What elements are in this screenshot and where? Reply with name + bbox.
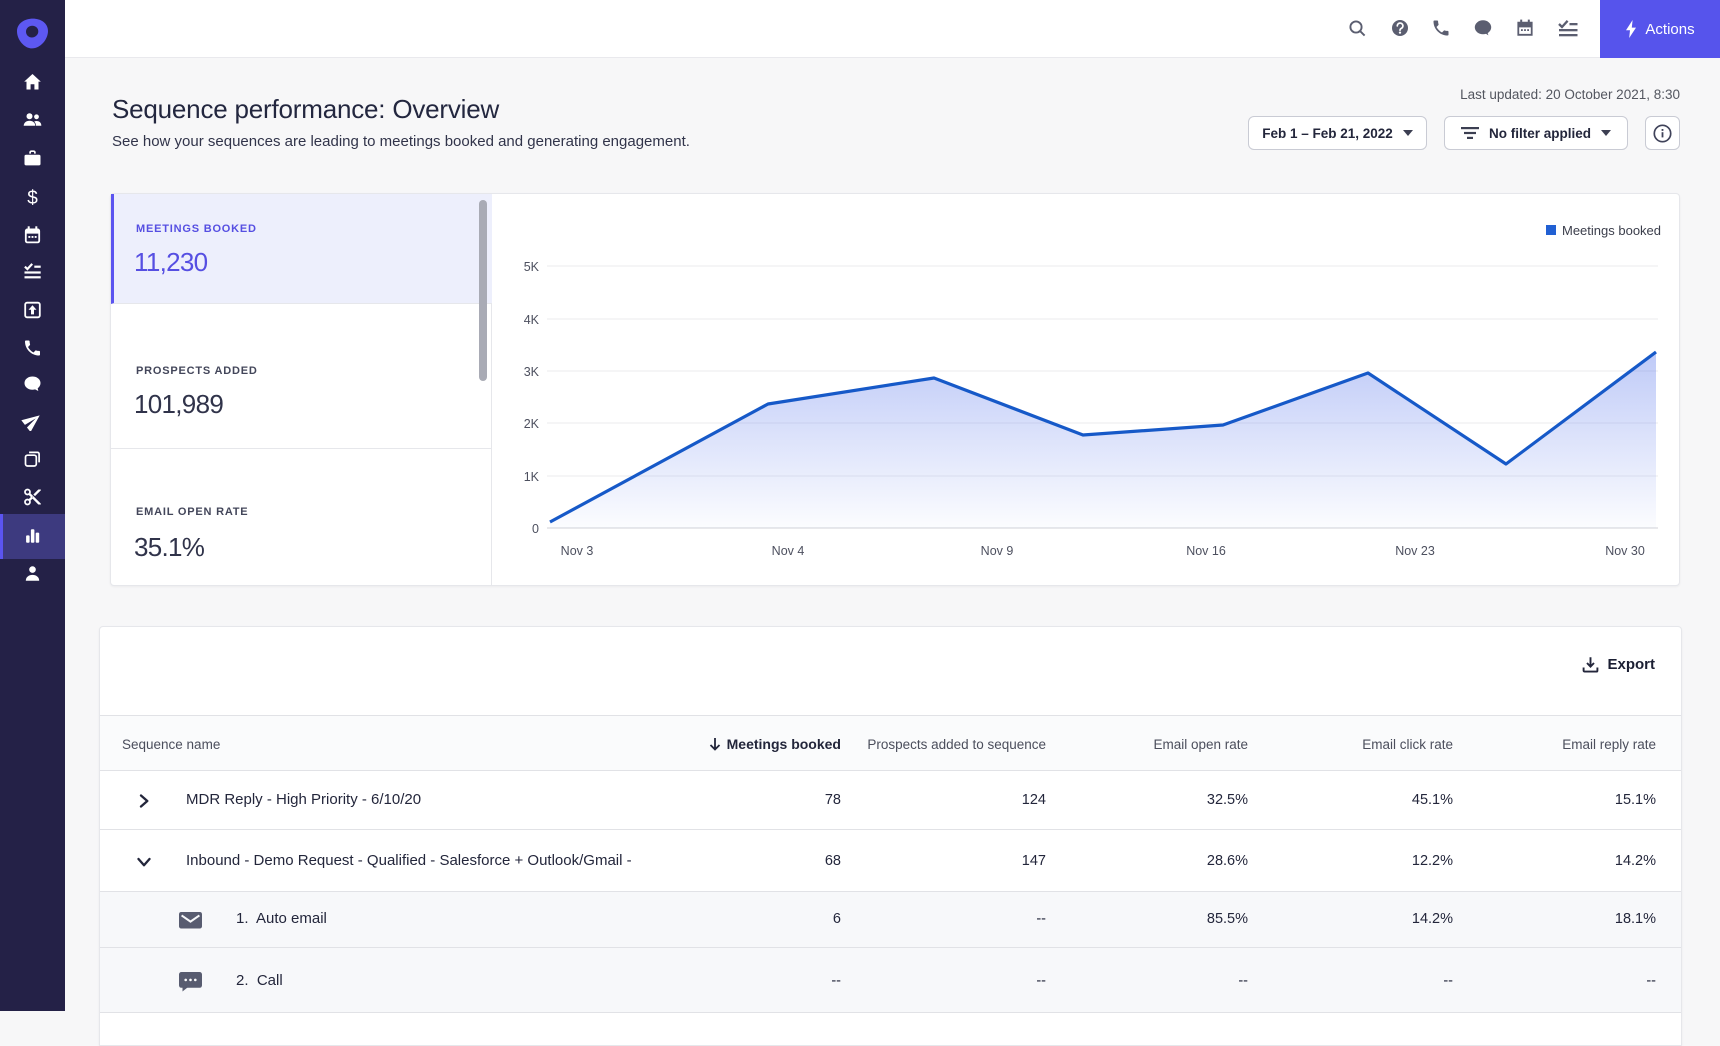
svg-text:3K: 3K [524,365,540,379]
svg-text:1K: 1K [524,470,540,484]
svg-text:2K: 2K [524,417,540,431]
svg-text:5K: 5K [524,260,540,274]
svg-text:4K: 4K [524,313,540,327]
svg-text:Nov 9: Nov 9 [981,544,1014,558]
svg-text:$: $ [27,188,38,207]
svg-text:Nov 23: Nov 23 [1395,544,1435,558]
svg-text:0: 0 [532,522,539,536]
svg-text:Nov 4: Nov 4 [772,544,805,558]
svg-text:Nov 16: Nov 16 [1186,544,1226,558]
svg-text:Nov 30: Nov 30 [1605,544,1645,558]
svg-text:Meetings booked: Meetings booked [1562,223,1661,238]
svg-text:Nov 3: Nov 3 [561,544,594,558]
